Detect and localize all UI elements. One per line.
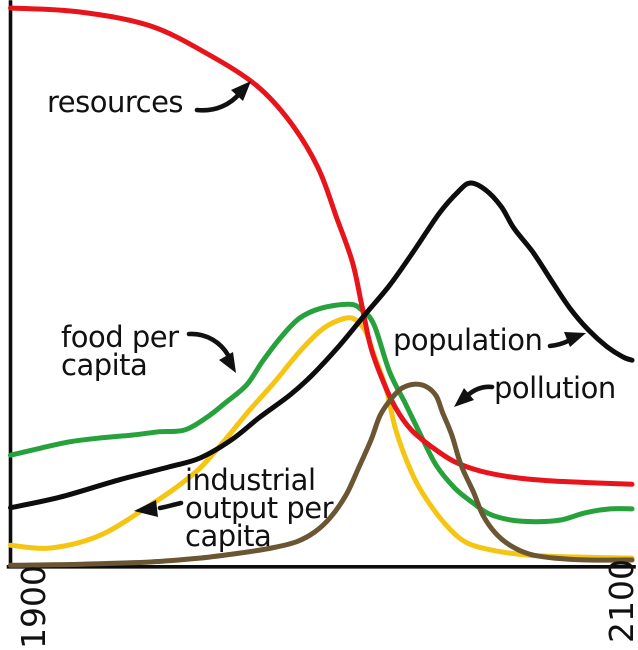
- label-resources: resources: [47, 85, 184, 119]
- label-population: population: [393, 323, 543, 357]
- pollution-arrow-icon: [454, 384, 495, 407]
- food-per-capita-arrow-icon: [186, 331, 236, 373]
- food-per-capita-curve: [8, 301, 635, 525]
- axes: [6, 0, 636, 569]
- label-food-per-capita: food per capita: [61, 320, 179, 382]
- label-pollution: pollution: [494, 371, 616, 405]
- resources-curve: [8, 5, 635, 487]
- industrial-output-per-capita-curve: [8, 315, 635, 561]
- label-industrial-output-per-capita: industrial output per capita: [185, 463, 334, 553]
- pollution-curve: [8, 381, 635, 568]
- industrial-output-arrow-icon: [134, 500, 184, 517]
- population-curve: [8, 180, 635, 511]
- curves-layer: [8, 5, 635, 568]
- population-arrow-icon: [547, 332, 586, 349]
- annotation-arrows: [134, 81, 586, 517]
- x-tick-1900: 1900: [14, 565, 53, 649]
- resources-arrow-icon: [194, 81, 251, 113]
- x-tick-2100: 2100: [602, 559, 638, 643]
